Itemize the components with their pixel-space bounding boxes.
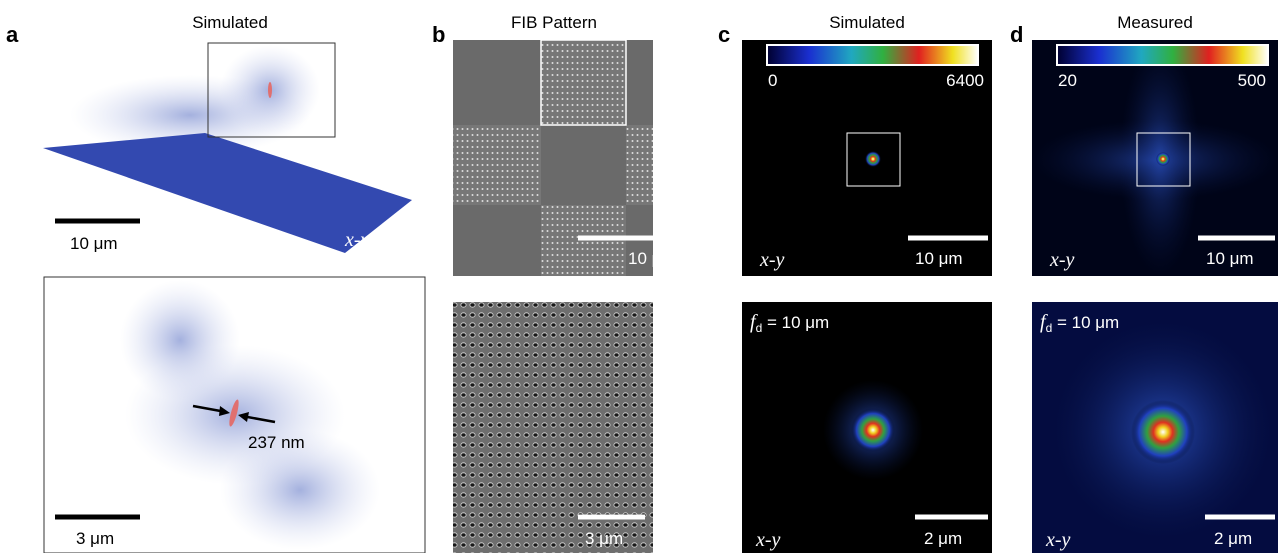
scale-label: 3 μm [76, 529, 114, 548]
grating [453, 125, 541, 205]
scale-label: 10 μm [70, 234, 118, 253]
panel-title: Simulated [192, 13, 268, 32]
focal-subscript: d [1046, 321, 1053, 335]
plane-label: x-y [1045, 529, 1071, 551]
panel-letter: d [1010, 22, 1023, 47]
grating [541, 40, 626, 125]
panel-letter: a [6, 22, 19, 47]
colorbar-min: 0 [768, 71, 777, 90]
colorbar-min: 20 [1058, 71, 1077, 90]
scale-label: 10 μm [628, 249, 676, 268]
grating [626, 125, 653, 205]
annotation: 237 nm [248, 433, 305, 452]
focal-label: fd = 10 μm [1040, 311, 1119, 335]
panel-title: FIB Pattern [511, 13, 597, 32]
scale-label: 3 μm [585, 529, 623, 548]
focus [268, 82, 272, 98]
colorbar [767, 45, 978, 65]
figure: a Simulated 10 μm x-y 237 nm 3 μm b FIB … [0, 0, 1278, 553]
plane-label: x-y [759, 249, 785, 271]
colorbar [1057, 45, 1268, 65]
panel-title: Measured [1117, 13, 1193, 32]
colorbar-max: 500 [1238, 71, 1266, 90]
focal-spot [1156, 152, 1170, 166]
panel-title: Simulated [829, 13, 905, 32]
scale-label: 2 μm [924, 529, 962, 548]
focal-spot [865, 151, 881, 167]
focal-label: fd = 10 μm [750, 311, 829, 335]
focal-spot [851, 408, 895, 452]
plane-label: x-y [755, 529, 781, 551]
haze [120, 280, 240, 400]
focal-text: = 10 μm [762, 313, 829, 332]
scale-label: 10 μm [915, 249, 963, 268]
panel-letter: c [718, 22, 730, 47]
colorbar-max: 6400 [946, 71, 984, 90]
plane-label: x-y [1049, 249, 1075, 271]
panel-letter: b [432, 22, 445, 47]
plane-label: x-y [344, 229, 370, 251]
scale-label: 10 μm [1206, 249, 1254, 268]
focal-text: = 10 μm [1052, 313, 1119, 332]
focal-spot [1131, 400, 1195, 464]
scale-label: 2 μm [1214, 529, 1252, 548]
focal-subscript: d [756, 321, 763, 335]
